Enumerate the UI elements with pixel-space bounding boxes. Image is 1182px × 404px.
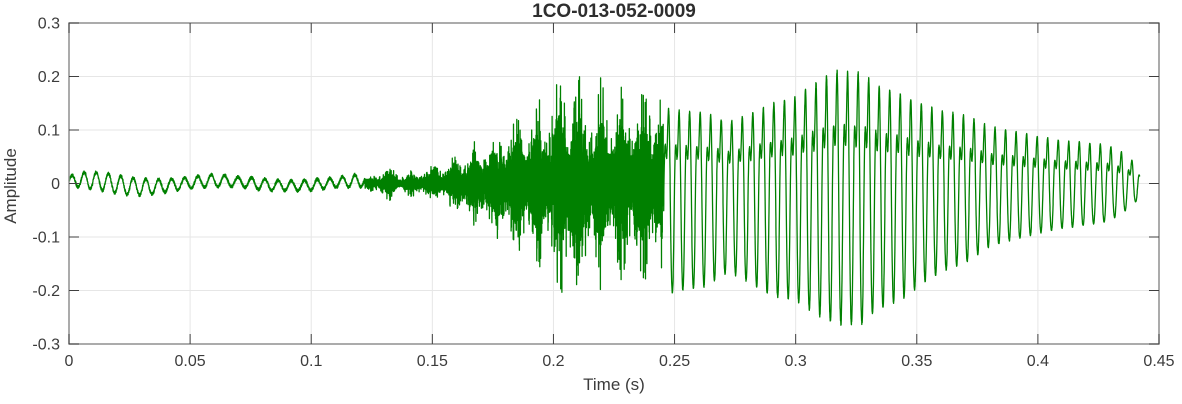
y-tick-label: 0.3 [38,16,60,33]
x-tick-label: 0.4 [1027,353,1049,370]
x-tick-label: 0.35 [901,353,932,370]
x-tick-label: 0.05 [175,353,206,370]
x-tick-label: 0.25 [659,353,690,370]
y-tick-label: -0.3 [32,337,60,354]
y-tick-label: -0.1 [32,230,60,247]
waveform-trace [68,69,1141,326]
x-tick-labels: 0 0.05 0.1 0.15 0.2 0.25 0.3 0.35 0.4 0.45 [65,353,1175,370]
x-tick-label: 0.45 [1143,353,1174,370]
y-tick-label: 0 [51,176,60,193]
x-tick-label: 0.15 [417,353,448,370]
x-tick-label: 0.1 [300,353,322,370]
chart-title: 1CO-013-052-0009 [532,1,696,22]
x-tick-label: 0.2 [542,353,564,370]
y-tick-label: 0.1 [38,123,60,140]
y-tick-label: -0.2 [32,283,60,300]
y-tick-labels: -0.3 -0.2 -0.1 0 0.1 0.2 0.3 [32,16,60,354]
y-axis-label: Amplitude [1,148,20,224]
x-tick-label: 0 [65,353,74,370]
x-axis-label: Time (s) [583,375,645,394]
y-tick-label: 0.2 [38,69,60,86]
tick-marks [68,22,1160,345]
x-tick-label: 0.3 [785,353,807,370]
